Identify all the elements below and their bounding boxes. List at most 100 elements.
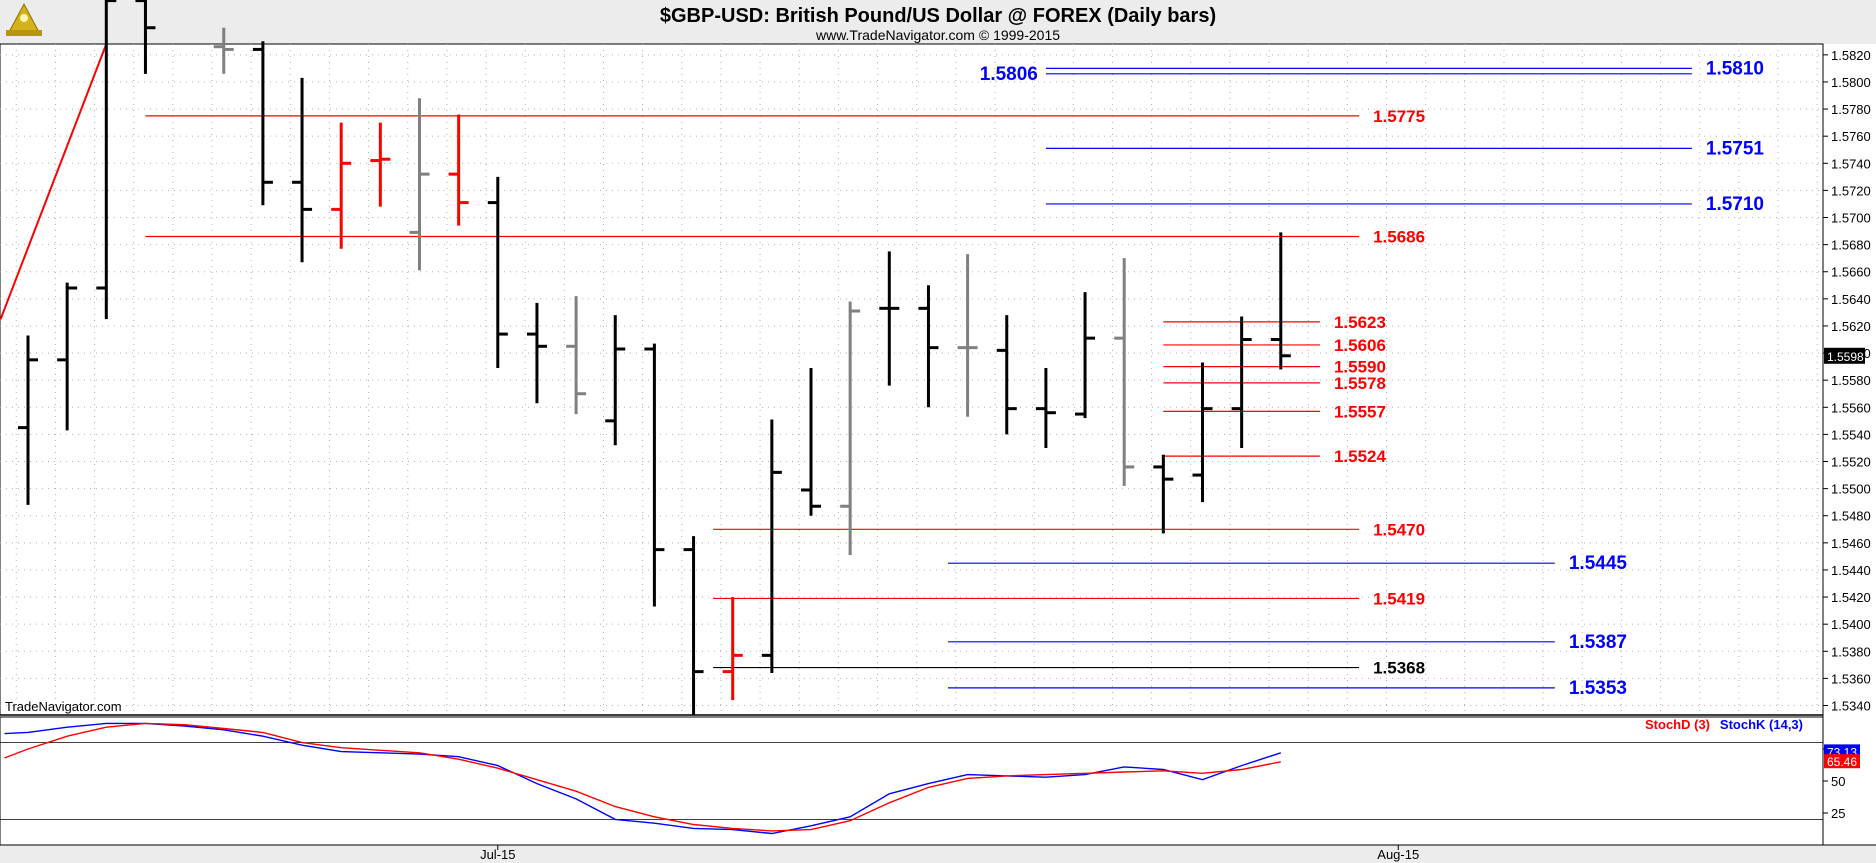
y-axis-tick-label: 1.5400 — [1831, 617, 1871, 632]
chart-title: $GBP-USD: British Pound/US Dollar @ FORE… — [660, 5, 1216, 27]
last-price-label: 1.5598 — [1827, 350, 1864, 364]
level-label: 1.5368 — [1373, 659, 1425, 678]
stoch-legend-d: StochD (3) — [1645, 717, 1710, 732]
level-label: 1.5623 — [1334, 313, 1386, 332]
levels-layer: 1.5806 1.5810 1.5775 1.5751 1.5710 1.5686 1.56… — [0, 43, 1765, 699]
level-label: 1.5710 — [1706, 194, 1764, 215]
stoch-series-line — [4, 722, 1281, 832]
y-axis-tick-label: 1.5820 — [1831, 48, 1871, 63]
stoch-legend-k: StochK (14,3) — [1720, 717, 1803, 732]
trendline — [0, 43, 108, 320]
y-axis-tick-label: 1.5660 — [1831, 265, 1871, 280]
ohlc-bar — [722, 597, 743, 701]
ohlc-bar — [761, 419, 782, 673]
level-label: 1.5445 — [1569, 553, 1628, 574]
stoch-axis-tick-label: 50 — [1831, 774, 1845, 789]
axis-layer: 1.5820 1.5800 1.5780 1.5760 1.5740 1.5720 1.57… — [0, 44, 1876, 863]
ohlc-bar — [1114, 258, 1135, 486]
ohlc-bar — [448, 114, 469, 226]
ohlc-bar — [409, 98, 430, 271]
ohlc-bar — [18, 335, 38, 505]
y-axis-tick-label: 1.5580 — [1831, 373, 1871, 388]
y-axis-background — [1824, 44, 1876, 845]
ohlc-bar — [1035, 367, 1056, 448]
last-price-box — [1824, 347, 1865, 364]
bars-layer — [18, 0, 1291, 715]
level-label: 1.5590 — [1334, 358, 1386, 377]
ohlc-bar — [996, 315, 1017, 435]
stoch-d-value: 65.46 — [1827, 755, 1857, 769]
y-axis-tick-label: 1.5700 — [1831, 211, 1871, 226]
ohlc-bar — [292, 77, 313, 263]
level-label: 1.5524 — [1334, 447, 1387, 466]
ohlc-bar — [1192, 362, 1213, 503]
header-bar — [0, 0, 1876, 44]
stoch-layer: StochD (3) StochK (14,3) — [0, 717, 1823, 835]
y-axis-tick-label: 1.5640 — [1831, 292, 1871, 307]
ohlc-bar — [957, 254, 978, 417]
y-axis-tick-label: 1.5560 — [1831, 400, 1871, 415]
ohlc-bar — [213, 27, 234, 74]
y-axis-tick-label: 1.5480 — [1831, 509, 1871, 524]
ohlc-bar — [57, 282, 78, 431]
level-label: 1.5751 — [1706, 138, 1765, 159]
y-axis-tick-label: 1.5460 — [1831, 536, 1871, 551]
y-axis-tick-label: 1.5440 — [1831, 563, 1871, 578]
y-axis-tick-label: 1.5800 — [1831, 75, 1871, 90]
level-label: 1.5557 — [1334, 402, 1386, 421]
ohlc-bar — [879, 251, 900, 386]
ohlc-bar — [1270, 232, 1291, 370]
y-axis-tick-label: 1.5720 — [1831, 183, 1871, 198]
level-label: 1.5806 — [980, 64, 1038, 85]
ohlc-bar — [135, 0, 156, 74]
y-axis-tick-label: 1.5380 — [1831, 644, 1871, 659]
ohlc-bar — [605, 315, 626, 446]
ohlc-bar — [1231, 316, 1252, 448]
level-label: 1.5578 — [1334, 374, 1386, 393]
chart-subtitle: www.TradeNavigator.com © 1999-2015 — [815, 27, 1060, 43]
y-axis-tick-label: 1.5740 — [1831, 156, 1871, 171]
y-axis-tick-label: 1.5420 — [1831, 590, 1871, 605]
ohlc-bar — [526, 302, 547, 404]
ohlc-bar — [1075, 292, 1096, 419]
level-label: 1.5470 — [1373, 520, 1425, 539]
trade-navigator-logo-icon — [6, 2, 42, 36]
ohlc-bar — [331, 122, 352, 249]
y-axis-tick-label: 1.5540 — [1831, 427, 1871, 442]
ohlc-bar — [683, 536, 704, 715]
ohlc-bar — [487, 176, 508, 368]
x-axis-tick-label: Jul-15 — [480, 847, 515, 862]
y-axis-tick-label: 1.5500 — [1831, 482, 1871, 497]
ohlc-bar — [96, 0, 117, 320]
ohlc-bar — [370, 122, 391, 207]
y-axis-tick-label: 1.5760 — [1831, 129, 1871, 144]
y-axis-tick-label: 1.5680 — [1831, 238, 1871, 253]
ohlc-bar — [840, 301, 861, 556]
ohlc-bar — [252, 41, 273, 206]
level-label: 1.5686 — [1373, 227, 1425, 246]
level-label: 1.5353 — [1569, 678, 1627, 699]
ohlc-bar — [644, 343, 665, 607]
level-label: 1.5775 — [1373, 107, 1425, 126]
y-axis-tick-label: 1.5360 — [1831, 671, 1871, 686]
ohlc-bar — [566, 296, 587, 415]
ohlc-bar — [801, 367, 821, 516]
ohlc-bar — [1153, 454, 1174, 534]
y-axis-tick-label: 1.5340 — [1831, 699, 1871, 714]
x-axis-background — [0, 845, 1876, 863]
stoch-d-value-box — [1824, 754, 1860, 769]
y-axis-tick-label: 1.5620 — [1831, 319, 1871, 334]
level-label: 1.5606 — [1334, 336, 1386, 355]
level-label: 1.5387 — [1569, 632, 1627, 653]
y-axis-tick-label: 1.5780 — [1831, 102, 1871, 117]
stoch-series-line — [4, 722, 1282, 835]
y-axis-tick-label: 1.5520 — [1831, 455, 1871, 470]
x-axis-tick-label: Aug-15 — [1377, 847, 1419, 862]
watermark-text: TradeNavigator.com — [5, 699, 122, 714]
ohlc-bar — [918, 285, 939, 408]
level-label: 1.5419 — [1373, 589, 1425, 608]
level-label: 1.5810 — [1706, 58, 1764, 79]
stoch-axis-tick-label: 25 — [1831, 806, 1845, 821]
